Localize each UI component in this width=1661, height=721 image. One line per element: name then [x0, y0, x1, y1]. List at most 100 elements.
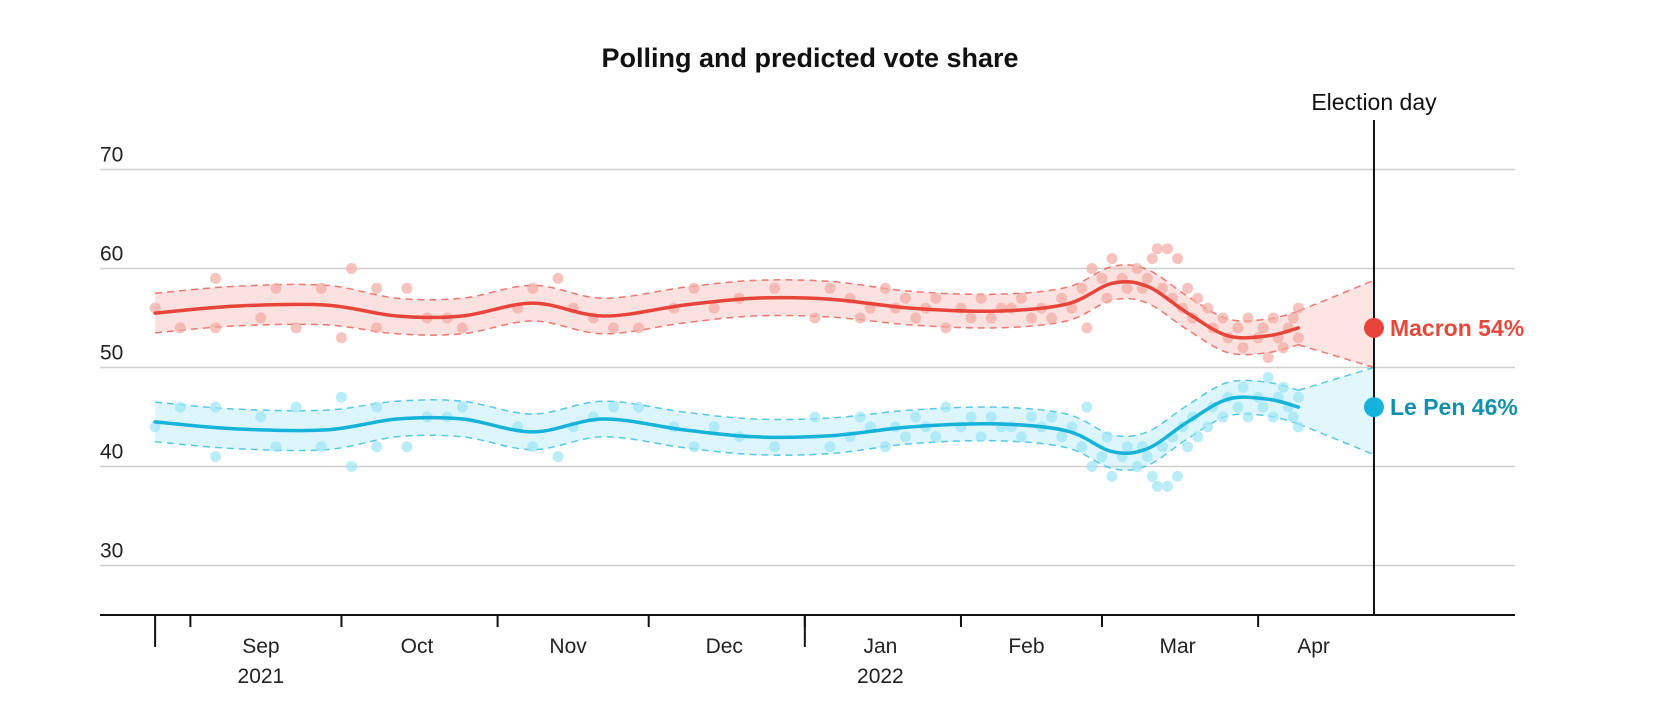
le-pen-poll-point: [1161, 480, 1173, 492]
macron-poll-point: [1242, 312, 1254, 324]
macron-poll-point: [1141, 272, 1153, 284]
x-year-label-2022: 2022: [857, 665, 904, 688]
x-tick-label-dec: Dec: [706, 635, 743, 658]
le-pen-poll-point: [210, 451, 222, 463]
le-pen-forecast-band: [1298, 367, 1374, 455]
le-pen-end-label: Le Pen 46%: [1390, 394, 1518, 420]
macron-poll-point: [1096, 272, 1108, 284]
le-pen-band-lower: [155, 413, 1299, 471]
x-tick-label-nov: Nov: [549, 635, 587, 658]
macron-forecast-upper: [1298, 279, 1375, 312]
macron-poll-point: [1217, 312, 1229, 324]
le-pen-poll-point: [255, 411, 267, 423]
le-pen-poll-point: [210, 401, 222, 413]
end-labels: Macron 54% Le Pen 46%: [1363, 315, 1524, 420]
macron-end-label: Macron 54%: [1390, 315, 1524, 341]
le-pen-poll-point: [688, 441, 700, 453]
le-pen-poll-point: [1096, 451, 1108, 463]
x-tick-label-apr: Apr: [1297, 635, 1330, 658]
macron-poll-point: [1172, 253, 1184, 265]
le-pen-poll-point: [371, 441, 383, 453]
macron-poll-point: [290, 322, 302, 334]
macron-poll-point: [1081, 322, 1093, 334]
le-pen-poll-point: [1202, 421, 1214, 433]
macron-forecast-lower: [1298, 344, 1375, 369]
le-pen-poll-point: [879, 441, 891, 453]
macron-poll-point: [824, 282, 836, 294]
macron-poll-point: [1086, 263, 1098, 274]
le-pen-poll-point: [290, 401, 302, 413]
y-tick-label-60: 60: [100, 243, 123, 266]
macron-poll-point: [854, 312, 866, 324]
chart-title: Polling and predicted vote share: [601, 43, 1018, 73]
le-pen-poll-point: [315, 441, 327, 453]
macron-poll-point: [1146, 253, 1158, 265]
macron-poll-point: [1232, 322, 1244, 334]
le-pen-poll-point: [1262, 371, 1274, 383]
macron-poll-point: [1277, 342, 1289, 354]
le-pen-forecast-upper: [1298, 366, 1375, 391]
macron-poll-point: [401, 282, 413, 294]
le-pen-poll-point: [552, 451, 564, 463]
le-pen-poll-point: [527, 441, 539, 453]
le-pen-poll-point: [1232, 401, 1244, 413]
le-pen-poll-point: [1106, 470, 1118, 482]
macron-poll-point: [1056, 292, 1068, 304]
le-pen-poll-point: [1101, 431, 1113, 443]
macron-poll-point: [1066, 302, 1078, 314]
le-pen-poll-point: [1257, 401, 1269, 413]
x-tick-label-sep: Sep: [242, 635, 279, 658]
macron-poll-point: [1287, 312, 1299, 324]
macron-poll-point: [527, 282, 539, 294]
macron-poll-point: [965, 312, 977, 324]
macron-band-upper: [155, 264, 1299, 322]
macron-poll-point: [1131, 263, 1143, 274]
macron-poll-point: [985, 312, 997, 324]
macron-poll-point: [1267, 312, 1279, 324]
macron-poll-point: [210, 272, 222, 284]
le-pen-poll-point: [930, 431, 942, 443]
le-pen-poll-point: [965, 411, 977, 423]
le-pen-poll-point: [708, 421, 720, 433]
macron-poll-point: [270, 282, 282, 294]
macron-poll-point: [1202, 302, 1214, 314]
x-tick-label-oct: Oct: [401, 635, 434, 658]
macron-poll-point: [1262, 352, 1274, 364]
le-pen-poll-point: [1182, 441, 1194, 453]
macron-poll-point: [456, 322, 468, 334]
macron-poll-point: [315, 282, 327, 294]
le-pen-poll-point: [1237, 381, 1249, 393]
le-pen-poll-point: [1267, 411, 1279, 423]
x-tick-label-feb: Feb: [1008, 635, 1044, 658]
macron-poll-point: [975, 292, 987, 304]
macron-poll-point: [1292, 332, 1304, 344]
macron-poll-point: [1025, 312, 1037, 324]
macron-poll-point: [255, 312, 267, 324]
macron-poll-point: [1156, 282, 1168, 294]
le-pen-poll-point: [824, 441, 836, 453]
macron-trend-line: [153, 279, 1301, 340]
le-pen-poll-point: [1287, 411, 1299, 423]
macron-poll-point: [1015, 292, 1027, 304]
le-pen-poll-point: [1292, 421, 1304, 433]
macron-poll-point: [633, 322, 645, 334]
macron-poll-point: [940, 322, 952, 334]
le-pen-poll-point: [1141, 451, 1153, 463]
le-pen-poll-point: [975, 431, 987, 443]
x-tick-label-mar: Mar: [1159, 635, 1195, 658]
macron-poll-point: [1161, 243, 1173, 255]
election-day-label: Election day: [1311, 89, 1437, 115]
le-pen-poll-point: [1156, 441, 1168, 453]
gridlines: [100, 168, 1515, 567]
x-axis: Sep 2021 Oct Nov Dec Jan 2022 Feb Mar Apr: [100, 614, 1515, 688]
trend-lines: [153, 279, 1301, 456]
macron-poll-point: [1292, 302, 1304, 314]
macron-poll-point: [1192, 292, 1204, 304]
le-pen-poll-point: [1151, 480, 1163, 492]
macron-poll-point: [149, 302, 161, 314]
y-tick-label-30: 30: [100, 540, 123, 563]
le-pen-trend-line: [153, 395, 1301, 456]
macron-poll-point: [1182, 282, 1194, 294]
le-pen-poll-point: [940, 401, 952, 413]
